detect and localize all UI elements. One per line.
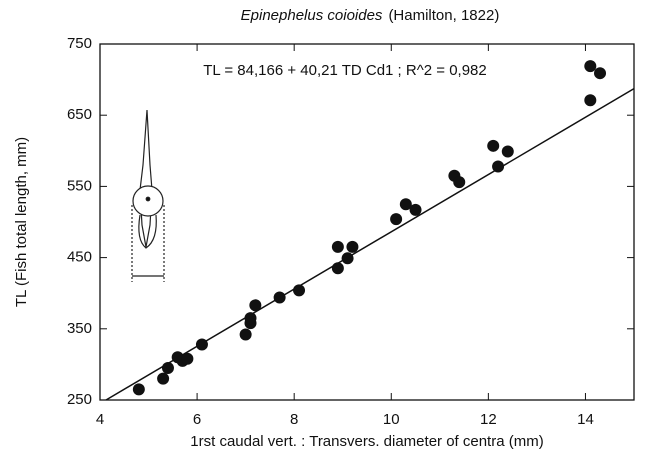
data-point [195,338,208,351]
data-point [293,284,306,297]
data-point [161,361,174,374]
data-point [584,94,597,107]
x-tick-label: 6 [193,411,201,428]
y-tick-label: 450 [67,249,92,266]
title-species: Epinephelus coioides [241,7,383,24]
equation-annotation: TL = 84,166 + 40,21 TD Cd1 ; R^2 = 0,982 [203,62,486,79]
data-point [487,139,500,152]
y-tick-label: 550 [67,177,92,194]
y-tick-label: 250 [67,391,92,408]
data-point [331,240,344,253]
x-tick-label: 10 [383,411,400,428]
data-point [249,299,262,312]
centrum-dot [145,196,151,202]
data-point [273,291,286,304]
y-tick-label: 350 [67,320,92,337]
data-point [409,203,422,216]
data-point [594,67,607,80]
data-point [341,252,354,265]
x-tick-label: 8 [290,411,298,428]
data-point [453,176,466,189]
x-tick-label: 12 [480,411,497,428]
chart-title: Epinephelus coioides (Hamilton, 1822) [241,7,500,24]
y-axis-label: TL (Fish total length, mm) [13,137,30,307]
y-tick-label: 650 [67,106,92,123]
plot-frame [99,43,635,401]
data-point [492,160,505,173]
data-point [244,312,257,325]
vertebra-diagram [131,109,165,282]
title-author: (Hamilton, 1822) [388,7,499,24]
data-point [501,145,514,158]
data-point [390,213,403,226]
x-axis-label: 1rst caudal vert. : Transvers. diameter … [190,433,543,450]
data-point [181,352,194,365]
data-point [157,372,170,385]
neural-spine [139,109,153,248]
data-point [331,262,344,275]
data-point [239,328,252,341]
data-point [132,383,145,396]
y-tick-label: 750 [67,35,92,52]
regression-line [105,87,635,401]
data-point [346,240,359,253]
haemal-arch [138,214,157,249]
data-point [584,60,597,73]
data-point [399,198,412,211]
x-tick-label: 4 [96,411,104,428]
x-tick-label: 14 [577,411,594,428]
